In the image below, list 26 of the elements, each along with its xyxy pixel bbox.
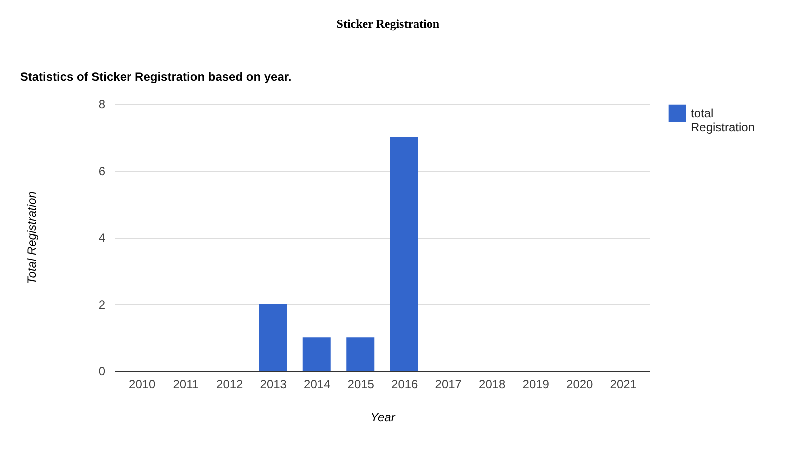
x-tick-label: 2020 <box>566 378 594 392</box>
x-tick-label: 2018 <box>479 378 506 392</box>
x-axis-title: Year <box>370 410 396 424</box>
y-tick-label: 8 <box>98 98 106 112</box>
x-tick-label: 2013 <box>260 378 288 392</box>
x-tick-label: 2015 <box>348 378 375 392</box>
y-axis-title: Total Registration <box>24 191 39 284</box>
y-tick-label: 0 <box>98 364 106 378</box>
x-tick-label: 2021 <box>610 378 638 392</box>
x-tick-label: 2010 <box>129 378 156 392</box>
x-tick-label: 2017 <box>435 378 462 392</box>
y-tick-label: 2 <box>98 298 106 312</box>
chart-title: Sticker Registration <box>336 17 440 31</box>
bar <box>390 137 418 371</box>
bar <box>259 304 288 371</box>
x-tick-label: 2012 <box>216 378 244 392</box>
x-tick-label: 2019 <box>522 378 550 392</box>
bar <box>302 338 331 371</box>
x-tick-label: 2016 <box>392 378 419 392</box>
chart-subtitle: Statistics of Sticker Registration based on year. <box>20 70 292 84</box>
x-tick-label: 2011 <box>173 378 200 392</box>
y-tick-label: 4 <box>98 231 106 245</box>
y-tick-label: 6 <box>98 164 106 178</box>
x-tick-label: 2014 <box>304 378 332 392</box>
legend-label: total Registration <box>691 106 756 134</box>
bar <box>346 338 375 371</box>
